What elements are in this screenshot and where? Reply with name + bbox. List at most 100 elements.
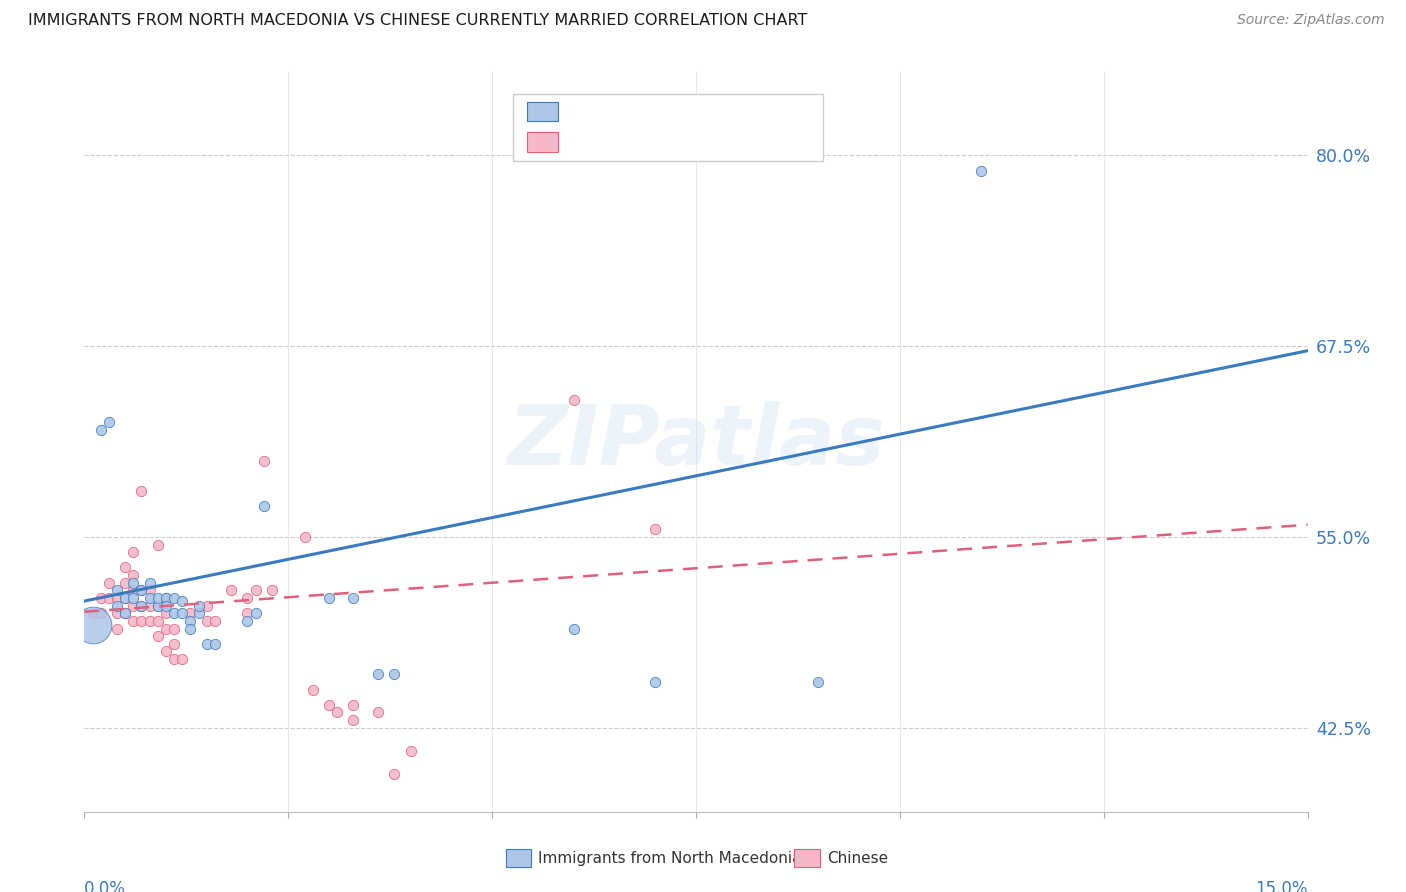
Text: 0.415: 0.415: [602, 102, 650, 120]
Point: [146, 629, 169, 643]
Point: [236, 607, 259, 621]
Point: [179, 622, 201, 636]
Point: [195, 599, 218, 613]
Text: N =: N =: [654, 102, 702, 120]
Point: [97, 575, 120, 590]
Point: [97, 591, 120, 605]
Point: [105, 583, 128, 598]
Point: [122, 599, 145, 613]
Point: [342, 698, 364, 712]
Text: Source: ZipAtlas.com: Source: ZipAtlas.com: [1237, 13, 1385, 28]
Point: [155, 644, 177, 658]
Point: [644, 675, 666, 690]
Text: R =: R =: [567, 132, 603, 150]
Point: [105, 591, 128, 605]
Point: [245, 607, 267, 621]
Point: [138, 591, 160, 605]
Point: [105, 622, 128, 636]
Text: Chinese: Chinese: [827, 851, 887, 865]
Point: [131, 614, 153, 628]
Point: [122, 583, 145, 598]
Point: [382, 766, 405, 780]
Point: [342, 713, 364, 727]
Point: [172, 594, 194, 608]
Point: [105, 607, 128, 621]
Point: [195, 637, 218, 651]
Point: [138, 575, 160, 590]
Text: 0.161: 0.161: [602, 132, 650, 150]
Point: [155, 599, 177, 613]
Point: [163, 607, 186, 621]
Point: [970, 163, 993, 178]
Point: [294, 530, 316, 544]
Point: [187, 607, 209, 621]
Point: [204, 637, 226, 651]
Point: [318, 698, 340, 712]
Point: [82, 607, 104, 621]
Point: [131, 599, 153, 613]
Text: R =: R =: [567, 102, 603, 120]
Point: [301, 682, 323, 697]
Point: [105, 599, 128, 613]
Point: [253, 500, 276, 514]
Point: [146, 599, 169, 613]
Point: [318, 591, 340, 605]
Point: [399, 744, 422, 758]
Point: [146, 591, 169, 605]
Text: 0.0%: 0.0%: [84, 880, 127, 892]
Point: [163, 652, 186, 666]
Text: Immigrants from North Macedonia: Immigrants from North Macedonia: [538, 851, 801, 865]
Point: [114, 607, 136, 621]
Point: [195, 614, 218, 628]
Point: [131, 599, 153, 613]
Point: [131, 583, 153, 598]
Point: [146, 599, 169, 613]
Point: [342, 591, 364, 605]
Point: [163, 637, 186, 651]
Point: [179, 614, 201, 628]
Point: [90, 607, 112, 621]
Point: [562, 622, 585, 636]
Y-axis label: Currently Married: Currently Married: [0, 371, 7, 512]
Point: [122, 614, 145, 628]
Text: 57: 57: [700, 132, 721, 150]
Point: [807, 675, 830, 690]
Point: [90, 591, 112, 605]
Point: [172, 652, 194, 666]
Text: 37: 37: [700, 102, 721, 120]
Point: [122, 545, 145, 559]
Point: [122, 568, 145, 582]
Point: [131, 583, 153, 598]
Point: [155, 607, 177, 621]
Point: [114, 575, 136, 590]
Point: [367, 706, 389, 720]
Point: [367, 667, 389, 681]
Point: [326, 706, 349, 720]
Point: [163, 622, 186, 636]
Point: [131, 484, 153, 499]
Text: IMMIGRANTS FROM NORTH MACEDONIA VS CHINESE CURRENTLY MARRIED CORRELATION CHART: IMMIGRANTS FROM NORTH MACEDONIA VS CHINE…: [28, 13, 807, 29]
Point: [382, 667, 405, 681]
Point: [114, 591, 136, 605]
Text: N =: N =: [654, 132, 702, 150]
Point: [138, 583, 160, 598]
Point: [163, 591, 186, 605]
Point: [260, 583, 283, 598]
Point: [155, 591, 177, 605]
Text: ZIPatlas: ZIPatlas: [508, 401, 884, 482]
Point: [204, 614, 226, 628]
Point: [644, 522, 666, 536]
Point: [122, 575, 145, 590]
Point: [236, 614, 259, 628]
Point: [138, 614, 160, 628]
Point: [122, 591, 145, 605]
Point: [146, 538, 169, 552]
Point: [236, 591, 259, 605]
Text: 15.0%: 15.0%: [1256, 880, 1308, 892]
Point: [253, 453, 276, 467]
Point: [562, 392, 585, 407]
Point: [90, 423, 112, 437]
Point: [138, 599, 160, 613]
Point: [219, 583, 242, 598]
Point: [114, 591, 136, 605]
